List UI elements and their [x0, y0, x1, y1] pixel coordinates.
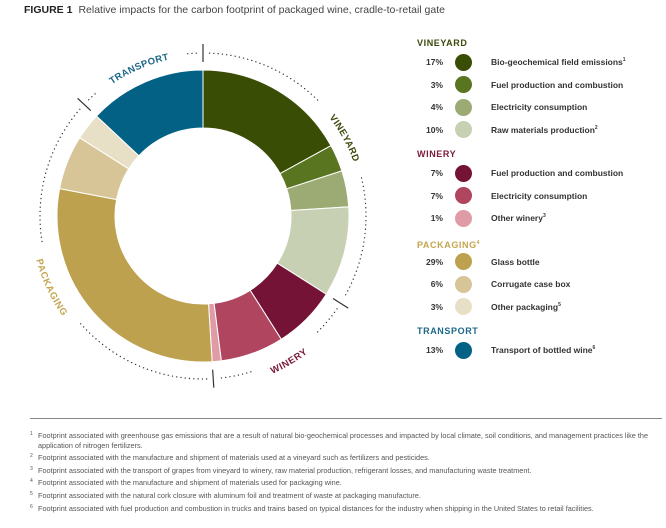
- legend-category-vineyard: VINEYARD: [417, 36, 666, 51]
- figure-caption: Relative impacts for the carbon footprin…: [78, 4, 445, 16]
- legend-category-packaging: PACKAGING4: [417, 236, 666, 251]
- category-separator-winery: [332, 298, 349, 309]
- legend-label: Electricity consumption: [491, 190, 588, 201]
- footnote-ref: 4: [476, 239, 481, 246]
- legend-item-vineyard-electricity-consumption: 4% Electricity consumption: [417, 96, 666, 119]
- footnote-ref: 1: [622, 57, 626, 64]
- legend-swatch: [455, 275, 472, 293]
- figure-number: FIGURE 1: [24, 4, 73, 16]
- category-dotted-arc-winery: [315, 308, 338, 334]
- category-dotted-arc-packaging: [39, 108, 81, 243]
- legend-percent: 17%: [425, 57, 443, 68]
- footnote-number: 6: [30, 503, 33, 510]
- footnote-text: Footprint associated with the manufactur…: [38, 478, 342, 488]
- category-dotted-arc-winery: [219, 371, 252, 379]
- legend-percent: 7%: [430, 190, 443, 201]
- footnote-ref: 5: [558, 301, 561, 308]
- category-dotted-arc-transport: [88, 93, 96, 101]
- legend-swatch: [455, 98, 472, 116]
- legend-swatch: [455, 164, 472, 182]
- category-separator-transport: [77, 97, 92, 112]
- legend-swatch: [455, 121, 472, 139]
- legend-category-transport: TRANSPORT: [417, 324, 666, 339]
- legend-percent: 13%: [425, 345, 443, 356]
- footnote-text: Footprint associated with fuel productio…: [38, 503, 594, 513]
- legend-item-winery-electricity-consumption: 7% Electricity consumption: [417, 185, 666, 208]
- legend-category-name: VINEYARD: [417, 38, 468, 48]
- legend-percent: 6%: [430, 279, 443, 290]
- footnote-number: 4: [30, 478, 33, 485]
- legend-item-vineyard-raw-materials-production: 10% Raw materials production2: [417, 119, 666, 142]
- legend-swatch: [455, 209, 472, 227]
- footnote-text: Footprint associated with the natural co…: [38, 490, 421, 500]
- legend-item-winery-other-winery: 1% Other winery3: [417, 207, 666, 230]
- legend-label: Other winery3: [491, 213, 546, 224]
- legend-label: Fuel production and combustion: [491, 79, 624, 90]
- legend-percent: 4%: [430, 102, 443, 113]
- legend-item-winery-fuel-production-and-combustion: 7% Fuel production and combustion: [417, 162, 666, 185]
- legend-swatch: [455, 187, 472, 205]
- footnote-ref: 3: [542, 213, 546, 220]
- legend-label: Corrugate case box: [491, 279, 571, 290]
- footnote-ref: 2: [594, 124, 598, 131]
- legend-label: Glass bottle: [491, 256, 540, 267]
- footnote-text: Footprint associated with the transport …: [38, 465, 532, 475]
- legend-percent: 10%: [425, 124, 443, 135]
- footnote-ref: 6: [592, 345, 596, 352]
- legend-swatch: [455, 76, 472, 94]
- legend-label: Electricity consumption: [491, 102, 588, 113]
- legend-category-name: PACKAGING: [417, 239, 477, 250]
- figure-title: FIGURE 1 Relative impacts for the carbon …: [24, 4, 445, 16]
- footnotes: 1 Footprint associated with greenhouse ga…: [30, 431, 662, 516]
- legend-swatch: [455, 341, 472, 359]
- footnote-4: 4 Footprint associated with the manufactu…: [30, 478, 662, 488]
- legend-swatch: [455, 53, 472, 71]
- donut-slice-packaging-glass-bottle: [56, 188, 213, 363]
- footnote-number: 2: [30, 453, 33, 460]
- legend-label: Transport of bottled wine6: [491, 345, 596, 356]
- footnote-6: 6 Footprint associated with fuel producti…: [30, 504, 662, 514]
- legend-item-packaging-other-packaging: 3% Other packaging5: [417, 296, 666, 319]
- legend-label: Other packaging5: [491, 301, 561, 312]
- legend-percent: 7%: [430, 168, 443, 179]
- category-dotted-arc-packaging: [80, 323, 208, 380]
- legend-swatch: [455, 253, 472, 271]
- category-separator-packaging: [212, 369, 215, 388]
- footnote-text: Footprint associated with the manufactur…: [38, 453, 430, 463]
- donut-slice-transport-transport-of-bottled-wine: [95, 69, 204, 157]
- footnote-divider: [30, 418, 662, 419]
- footnote-1: 1 Footprint associated with greenhouse ga…: [30, 431, 662, 450]
- footnote-number: 1: [30, 431, 33, 437]
- legend-percent: 3%: [430, 79, 443, 90]
- legend-item-packaging-corrugate-case-box: 6% Corrugate case box: [417, 273, 666, 296]
- category-dotted-arc-transport: [187, 52, 198, 55]
- legend-percent: 3%: [430, 301, 443, 312]
- footnote-5: 5 Footprint associated with the natural c…: [30, 491, 662, 501]
- legend-swatch: [455, 298, 472, 316]
- legend-item-vineyard-fuel-production-and-combustion: 3% Fuel production and combustion: [417, 74, 666, 97]
- legend-category-name: WINERY: [417, 149, 457, 159]
- category-label-packaging: PACKAGING: [33, 258, 69, 319]
- legend-label: Fuel production and combustion: [491, 168, 624, 179]
- legend-category-name: TRANSPORT: [417, 326, 479, 336]
- legend-item-transport-transport-of-bottled-wine: 13% Transport of bottled wine6: [417, 339, 666, 362]
- footnote-text: Footprint associated with greenhouse gas…: [38, 431, 649, 450]
- legend-item-packaging-glass-bottle: 29% Glass bottle: [417, 251, 666, 274]
- footnote-number: 3: [30, 465, 33, 472]
- category-label-winery: WINERY: [269, 346, 310, 376]
- legend-label: Raw materials production2: [491, 124, 598, 135]
- footnote-number: 5: [30, 490, 33, 497]
- legend-item-vineyard-bio-geochemical-field-emissions: 17% Bio-geochemical field emissions1: [417, 51, 666, 74]
- footnote-2: 2 Footprint associated with the manufactu…: [30, 453, 662, 463]
- legend-percent: 29%: [425, 256, 443, 267]
- legend-category-winery: WINERY: [417, 147, 666, 162]
- footnote-3: 3 Footprint associated with the transport…: [30, 466, 662, 476]
- legend-percent: 1%: [430, 213, 443, 224]
- legend-label: Bio-geochemical field emissions1: [491, 57, 626, 68]
- legend: VINEYARD 17% Bio-geochemical field emissio…: [417, 36, 666, 362]
